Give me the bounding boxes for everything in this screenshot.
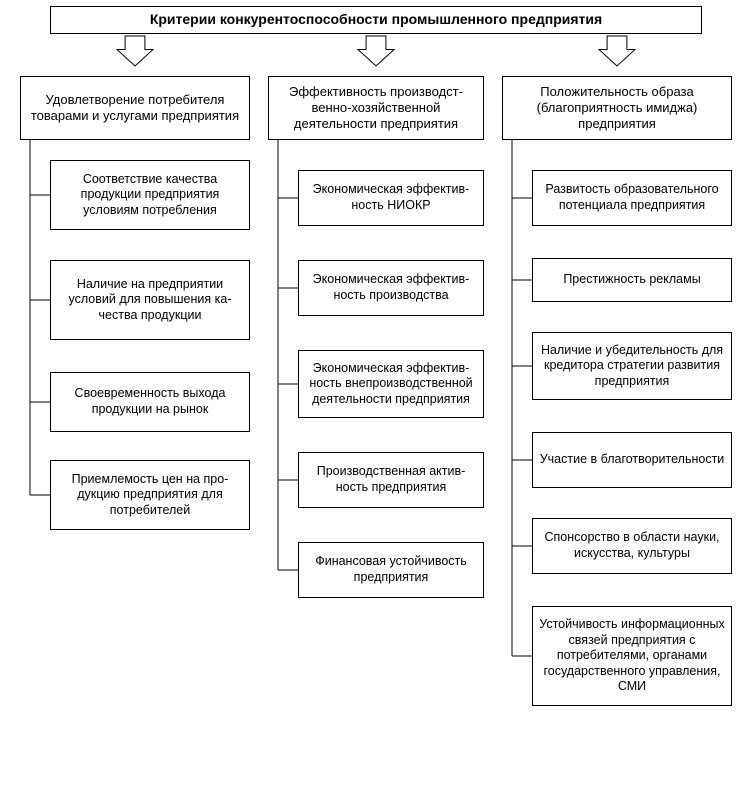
column-header: Эффективность производст­венно-хозяйстве… bbox=[268, 76, 484, 140]
tree-node: Экономическая эффектив­ность производств… bbox=[298, 260, 484, 316]
tree-node: Наличие и убедительность для кредитора с… bbox=[532, 332, 732, 400]
column-header: Удовлетворение потребителя товарами и ус… bbox=[20, 76, 250, 140]
tree-node: Соответствие качества продукции предприя… bbox=[50, 160, 250, 230]
tree-node: Экономическая эффектив­ность НИОКР bbox=[298, 170, 484, 226]
tree-node: Наличие на предприятии условий для повыш… bbox=[50, 260, 250, 340]
tree-node: Приемлемость цен на про­дукцию предприят… bbox=[50, 460, 250, 530]
tree-node: Спонсорство в области науки, искусства, … bbox=[532, 518, 732, 574]
tree-node: Престижность рекламы bbox=[532, 258, 732, 302]
diagram-canvas: Критерии конкурентоспособности промышлен… bbox=[0, 0, 752, 808]
column-header: Положительность образа (благоприятность … bbox=[502, 76, 732, 140]
diagram-title: Критерии конкурентоспособности промышлен… bbox=[50, 6, 702, 34]
tree-node: Производственная актив­ность предприятия bbox=[298, 452, 484, 508]
down-arrow-icon bbox=[117, 36, 153, 66]
tree-node: Развитость образовательно­го потенциала … bbox=[532, 170, 732, 226]
tree-node: Участие в благотворительности bbox=[532, 432, 732, 488]
tree-node: Финансовая устойчивость предприятия bbox=[298, 542, 484, 598]
tree-node: Устойчивость информаци­онных связей пред… bbox=[532, 606, 732, 706]
tree-node: Своевременность выхода продукции на рыно… bbox=[50, 372, 250, 432]
down-arrow-icon bbox=[599, 36, 635, 66]
down-arrow-icon bbox=[358, 36, 394, 66]
tree-node: Экономическая эффектив­ность внепроизвод… bbox=[298, 350, 484, 418]
